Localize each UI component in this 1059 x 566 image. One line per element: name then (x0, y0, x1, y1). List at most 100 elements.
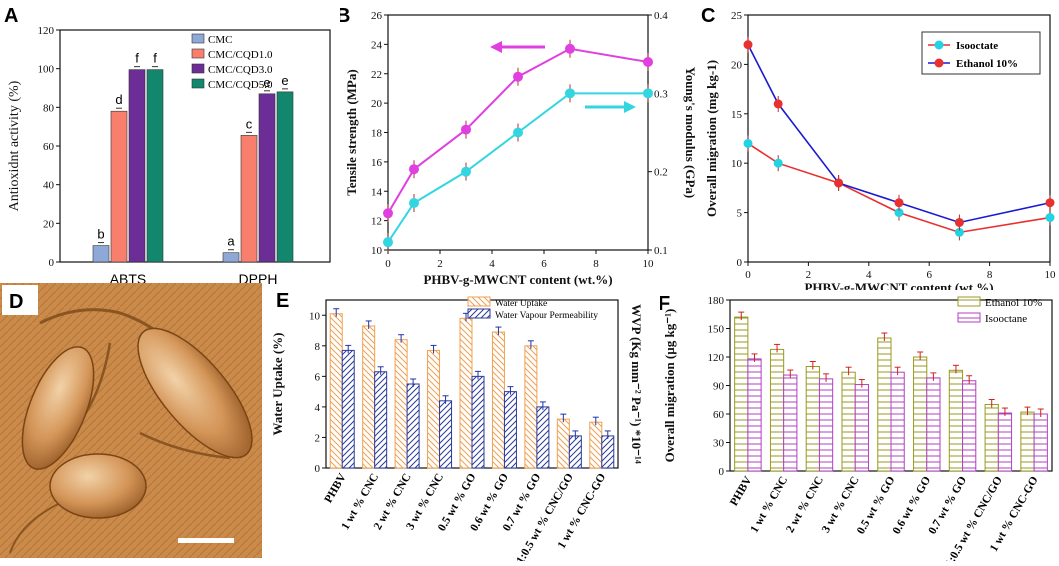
significance-letter: a (227, 234, 235, 249)
bar (926, 377, 941, 472)
bar (427, 349, 441, 469)
legend-swatch (191, 33, 205, 44)
y-tick-label: 4 (315, 402, 321, 414)
panel-label: C (701, 5, 715, 27)
bar (240, 135, 258, 263)
panel-a: 0 20 40 60 80 100 120 Antioxidnt activity (%) A A… (0, 0, 340, 290)
y2-axis-title: WVP (Kg mm⁻² Pa⁻¹) *10⁻¹⁴ (629, 304, 644, 464)
bar (997, 412, 1013, 472)
y-tick-label: 100 (38, 64, 55, 76)
legend-swatch (191, 78, 205, 89)
bar (747, 358, 762, 472)
legend-label: Water Vapour Permeability (495, 311, 598, 321)
x-tick-label: 8 (593, 258, 599, 270)
series-line (387, 47, 649, 214)
y-tick-label: 90 (713, 381, 725, 393)
significance-letter: c (246, 116, 253, 131)
legend-label: CMC (208, 34, 232, 46)
y-tick-label: 0 (737, 257, 743, 269)
bar (589, 421, 603, 469)
y-tick-label: 20 (371, 98, 383, 110)
bar (146, 69, 164, 263)
legend-marker (934, 40, 944, 50)
data-point (894, 198, 904, 208)
y-tick-label: 5 (737, 208, 743, 220)
series-line (387, 92, 648, 243)
panel-label-box (2, 285, 38, 315)
y-axis-title: Water Uptake (%) (270, 332, 285, 435)
significance-letter: e (263, 75, 270, 90)
data-point (834, 178, 844, 188)
legend-swatch (957, 296, 981, 307)
bar (984, 404, 999, 472)
significance-letter: e (281, 73, 288, 88)
x-tick-label: 8 (987, 269, 993, 281)
legend-label: Ethanol 10% (985, 297, 1042, 309)
y-tick-label: 8 (315, 341, 321, 353)
x-tick-label: 10 (643, 258, 655, 270)
x-tick-label: 10 (1045, 269, 1057, 281)
legend-label: Water Uptake (495, 299, 547, 309)
series-line (747, 44, 1051, 224)
x-tick-label: 0.7 wt % GO (926, 474, 969, 536)
y-tick-label: 20 (43, 218, 55, 230)
y-tick-label: 25 (731, 10, 743, 22)
x-axis-title: PHBV-g-MWCNT content (wt.%) (423, 272, 612, 287)
y-tick-label: 120 (708, 352, 725, 364)
x-tick-label: 6 (926, 269, 932, 281)
bar (374, 371, 388, 469)
y-tick-label: 0.1 (654, 245, 668, 257)
y2-axis-title: Young's modulus (GPa) (683, 67, 698, 198)
panel-d: D (0, 283, 262, 558)
bar (258, 93, 276, 263)
data-point (565, 43, 575, 54)
data-point (773, 99, 783, 109)
bar (568, 435, 582, 469)
x-tick-label: 0 (745, 269, 751, 281)
bar (913, 356, 928, 472)
y-tick-label: 14 (371, 186, 383, 198)
significance-letter: f (135, 51, 139, 66)
y-tick-label: 0.4 (654, 10, 668, 22)
y-tick-label: 2 (315, 432, 321, 444)
y-tick-label: 0.2 (654, 167, 668, 179)
legend-label: CMC/CQD5.0 (208, 79, 273, 91)
bar (818, 378, 834, 472)
data-point (773, 158, 783, 168)
bar (341, 349, 355, 469)
chart-f: 0 30 60 90 120 150 180 Overall migration (µg kg… (658, 293, 1053, 566)
bar (556, 418, 570, 469)
y-tick-label: 10 (731, 158, 743, 170)
y-tick-label: 60 (43, 141, 55, 153)
y-tick-label: 80 (43, 102, 55, 114)
x-tick-label: 4 (866, 269, 872, 281)
legend-label: Isooctate (956, 40, 998, 52)
panel-f: 0 30 60 90 120 150 180 Overall migration (µg kg… (658, 285, 1059, 566)
afm-flagellum (139, 431, 231, 460)
panel-label: D (9, 291, 23, 313)
x-tick-label: 2 wt % CNC (784, 475, 826, 536)
data-point (383, 237, 393, 248)
bar (491, 331, 505, 469)
y-axis-title: Overall migration (mg kg-1) (704, 60, 719, 217)
bar (962, 380, 977, 472)
panel-label: F (660, 293, 670, 315)
legend-swatch (467, 296, 491, 307)
bar (948, 369, 964, 472)
data-point (565, 88, 575, 99)
y-tick-label: 180 (708, 295, 725, 307)
legend-box (921, 31, 1041, 75)
x-tick-label: 3 wt % CNC (820, 475, 862, 536)
bar (805, 366, 820, 472)
bar (769, 348, 785, 472)
y-tick-label: 18 (371, 128, 383, 140)
y-tick-label: 120 (38, 25, 55, 37)
legend-swatch (467, 308, 491, 319)
data-point (513, 71, 523, 82)
bar (734, 316, 749, 472)
y-tick-label: 0 (719, 466, 725, 478)
bar (471, 375, 485, 469)
